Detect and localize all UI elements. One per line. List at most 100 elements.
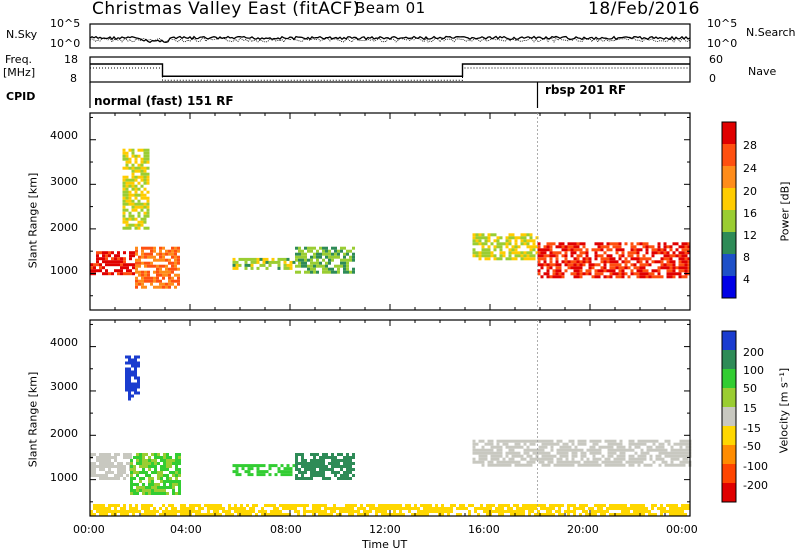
data-cell — [490, 445, 494, 449]
data-cell — [417, 507, 420, 510]
data-cell — [558, 513, 561, 516]
data-cell — [570, 510, 573, 513]
data-cell — [322, 453, 325, 456]
data-cell — [387, 507, 390, 510]
data-cell — [667, 451, 671, 455]
data-cell — [487, 460, 491, 464]
data-cell — [529, 442, 533, 446]
data-cell — [585, 251, 589, 255]
data-cell — [96, 251, 99, 255]
data-cell — [232, 464, 236, 468]
data-cell — [105, 513, 108, 516]
data-cell — [681, 260, 685, 264]
data-cell — [138, 255, 141, 259]
data-cell — [304, 465, 307, 468]
data-cell — [592, 439, 596, 443]
data-cell — [319, 261, 322, 265]
data-cell — [435, 504, 438, 507]
data-cell — [576, 257, 580, 261]
data-cell — [138, 264, 141, 268]
data-cell — [681, 248, 685, 252]
data-cell — [150, 510, 153, 513]
data-cell — [148, 462, 151, 465]
data-cell — [477, 513, 480, 516]
data-cell — [643, 442, 647, 446]
data-cell — [244, 263, 248, 267]
xtick-2400: 00:00 — [666, 523, 698, 536]
data-cell — [633, 510, 636, 513]
data-cell — [618, 248, 622, 252]
data-cell — [645, 242, 649, 246]
data-cell — [559, 457, 563, 461]
data-cell — [544, 457, 548, 461]
data-cell — [114, 504, 117, 507]
data-cell — [295, 462, 298, 465]
data-cell — [651, 251, 655, 255]
data-cell — [105, 269, 108, 273]
data-cell — [147, 264, 150, 268]
data-cell — [615, 507, 618, 510]
data-cell — [159, 279, 162, 283]
data-cell — [133, 468, 136, 471]
data-cell — [447, 513, 450, 516]
data-cell — [534, 513, 537, 516]
data-cell — [619, 454, 623, 458]
data-cell — [573, 272, 577, 276]
data-cell — [606, 248, 610, 252]
data-cell — [99, 474, 102, 477]
data-cell — [651, 245, 655, 249]
data-cell — [478, 242, 482, 246]
data-cell — [156, 252, 159, 256]
data-cell — [613, 460, 617, 464]
data-cell — [532, 248, 536, 252]
data-cell — [642, 254, 646, 258]
data-cell — [420, 513, 423, 516]
data-cell — [579, 266, 583, 270]
data-cell — [583, 442, 587, 446]
data-cell — [261, 510, 264, 513]
data-cell — [137, 361, 140, 365]
data-cell — [346, 465, 349, 468]
data-cell — [586, 463, 590, 467]
data-cell — [591, 513, 594, 516]
data-cell — [582, 263, 586, 267]
data-cell — [327, 513, 330, 516]
data-cell — [573, 507, 576, 510]
power-cbar-tick-4: 4 — [743, 273, 750, 286]
data-cell — [582, 507, 585, 510]
data-cell — [634, 457, 638, 461]
data-cell — [175, 459, 178, 462]
data-cell — [627, 260, 631, 264]
data-cell — [669, 257, 673, 261]
data-cell — [664, 463, 668, 467]
data-cell — [541, 445, 545, 449]
data-cell — [523, 239, 527, 243]
data-cell — [231, 513, 234, 516]
data-cell — [298, 249, 301, 253]
data-cell — [561, 248, 565, 252]
data-cell — [117, 462, 120, 465]
data-cell — [153, 510, 156, 513]
data-cell — [559, 463, 563, 467]
data-cell — [606, 242, 610, 246]
data-cell — [604, 445, 608, 449]
data-cell — [511, 460, 515, 464]
data-cell — [93, 471, 96, 474]
data-cell — [624, 257, 628, 261]
data-cell — [478, 439, 482, 443]
data-cell — [369, 507, 372, 510]
data-cell — [160, 474, 163, 477]
data-cell — [136, 471, 139, 474]
data-cell — [175, 483, 178, 486]
data-cell — [136, 489, 139, 492]
data-cell — [96, 504, 99, 507]
data-cell — [105, 453, 108, 456]
data-cell — [102, 507, 105, 510]
data-cell — [114, 459, 117, 462]
data-cell — [313, 465, 316, 468]
data-cell — [279, 504, 282, 507]
data-cell — [340, 459, 343, 462]
data-cell — [478, 451, 482, 455]
data-cell — [511, 236, 515, 240]
data-cell — [159, 264, 162, 268]
